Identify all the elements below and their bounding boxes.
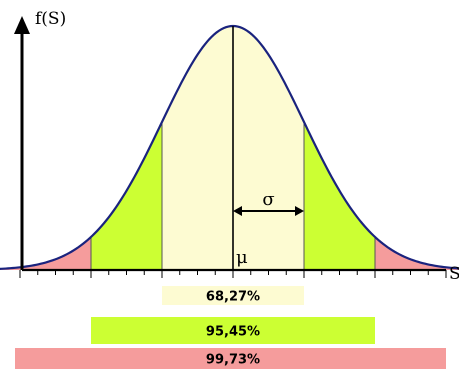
shaded-regions — [0, 26, 459, 270]
y-axis-arrow-icon — [14, 16, 30, 34]
band-label: 99,73% — [206, 353, 260, 368]
x-axis-label: S — [449, 264, 459, 284]
band-rect — [162, 286, 304, 305]
sigma-lines — [90, 122, 376, 270]
probability-bands: 68,27% 95,45% 99,73% — [15, 286, 446, 369]
sigma-arrow — [233, 206, 304, 216]
x-axis-ticks — [19, 270, 447, 278]
mean-label: μ — [236, 247, 248, 268]
tail-region-left — [0, 236, 91, 270]
band-rect — [15, 348, 446, 369]
band-rect — [91, 317, 375, 344]
tail-region-right — [375, 236, 459, 270]
sigma-label: σ — [262, 189, 274, 210]
band-label: 95,45% — [206, 325, 260, 340]
band-label: 68,27% — [206, 290, 260, 305]
y-axis-label: f(S) — [35, 9, 66, 29]
